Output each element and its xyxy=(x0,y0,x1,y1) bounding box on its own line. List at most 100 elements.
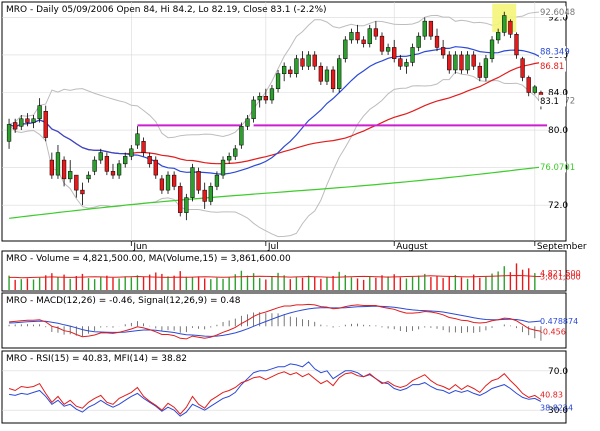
macd-value-label: -0.456 xyxy=(540,327,566,336)
candle-down xyxy=(373,28,379,37)
candle-down xyxy=(398,58,403,67)
candle-down xyxy=(196,171,201,191)
candle-up xyxy=(227,156,232,161)
volume-value-label: 4,821,500 xyxy=(540,269,581,278)
candle-down xyxy=(477,65,482,78)
price-value-box xyxy=(539,60,566,72)
candle-down xyxy=(202,189,207,202)
candle-down xyxy=(147,156,152,165)
candle-up xyxy=(489,39,495,59)
price-candles xyxy=(6,11,544,221)
price-value-label: 88.349 xyxy=(540,48,570,58)
candle-up xyxy=(343,39,348,59)
candle-up xyxy=(19,118,24,127)
candle-up xyxy=(251,99,256,120)
candle-up xyxy=(416,35,421,48)
rsi-value-labels: 40.83 38.8224 xyxy=(540,391,573,413)
candle-up xyxy=(214,174,220,187)
macd-title: MRO - MACD(12,26) = -0.46, Signal(12,26,… xyxy=(6,296,241,306)
month-label: August xyxy=(396,242,428,252)
candle-down xyxy=(288,69,293,74)
price-axis-labels: 72.076.080.084.088.092.092.604888.34986.… xyxy=(539,6,575,211)
month-label: September xyxy=(537,242,587,252)
price-panel-frame xyxy=(1,1,567,242)
candle-up xyxy=(190,167,195,198)
candle-up xyxy=(129,148,134,157)
candle-up xyxy=(86,174,91,180)
price-tick-label: 92.0 xyxy=(548,13,568,23)
candle-down xyxy=(520,58,525,78)
candle-up xyxy=(6,124,12,142)
candle-up xyxy=(165,174,171,191)
candle-up xyxy=(496,32,501,41)
candle-up xyxy=(31,118,36,123)
volume-panel-frame xyxy=(1,250,567,292)
candle-up xyxy=(465,54,470,71)
candle-up xyxy=(349,32,354,41)
candle-down xyxy=(440,47,446,56)
price-tick-label: 72.0 xyxy=(548,201,568,211)
price-tick-label: 84.0 xyxy=(548,88,568,98)
rsi-value-label: 38.8224 xyxy=(540,403,573,412)
candle-up xyxy=(116,163,122,176)
candle-down xyxy=(141,141,146,153)
price-value-label: 86.81 xyxy=(540,62,564,72)
candle-down xyxy=(13,122,18,130)
candle-down xyxy=(49,159,54,176)
bollinger-upper-line xyxy=(8,11,541,139)
candle-up xyxy=(367,28,372,44)
rsi-title: MRO - RSI(15) = 40.83, MFI(14) = 38.82 xyxy=(6,354,187,364)
candle-down xyxy=(434,35,440,48)
candle-down xyxy=(104,156,110,172)
candle-up xyxy=(257,95,262,101)
candle-up xyxy=(502,15,507,33)
candle-down xyxy=(25,118,30,123)
candle-up xyxy=(275,73,281,89)
volume-ma-line xyxy=(9,274,541,279)
candle-down xyxy=(171,174,177,187)
candle-up xyxy=(239,126,244,146)
candle-up xyxy=(245,118,250,127)
rsi-line xyxy=(8,371,542,415)
candle-down xyxy=(355,32,360,41)
candle-down xyxy=(447,54,452,71)
candle-down xyxy=(379,35,385,52)
candle-down xyxy=(361,39,366,44)
candle-up xyxy=(385,47,391,52)
candle-up xyxy=(532,86,537,93)
candle-down xyxy=(330,69,336,89)
candle-down xyxy=(428,20,434,37)
candle-up xyxy=(282,65,287,74)
price-value-box xyxy=(539,161,566,173)
candle-down xyxy=(61,159,67,180)
bollinger-lower-line xyxy=(8,71,542,238)
candle-up xyxy=(98,152,103,161)
candle-down xyxy=(80,189,85,195)
candle-up xyxy=(324,69,330,82)
candle-down xyxy=(526,77,531,93)
candle-up xyxy=(135,133,140,146)
candle-down xyxy=(459,54,464,71)
candle-up xyxy=(410,47,415,63)
candle-down xyxy=(178,186,183,213)
month-axis: Jun Jul August September xyxy=(130,241,587,252)
candle-up xyxy=(184,197,189,213)
candle-down xyxy=(159,178,165,191)
candle-down xyxy=(392,47,397,59)
candle-up xyxy=(208,186,213,202)
macd-line xyxy=(9,303,541,340)
candle-up xyxy=(404,62,409,67)
price-value-box xyxy=(539,46,566,58)
candle-down xyxy=(263,95,268,101)
volume-value-label: 3,861,600 xyxy=(540,272,581,281)
macd-panel-frame xyxy=(1,292,567,349)
rsi-value-label: 40.83 xyxy=(540,391,563,400)
candle-up xyxy=(453,54,458,71)
candle-up xyxy=(220,159,226,176)
rsi-panel: 30.0 70.0 40.83 38.8224 MRO - RSI(15) = 40… xyxy=(1,350,573,424)
rsi-tick-label: 70.0 xyxy=(548,367,568,377)
